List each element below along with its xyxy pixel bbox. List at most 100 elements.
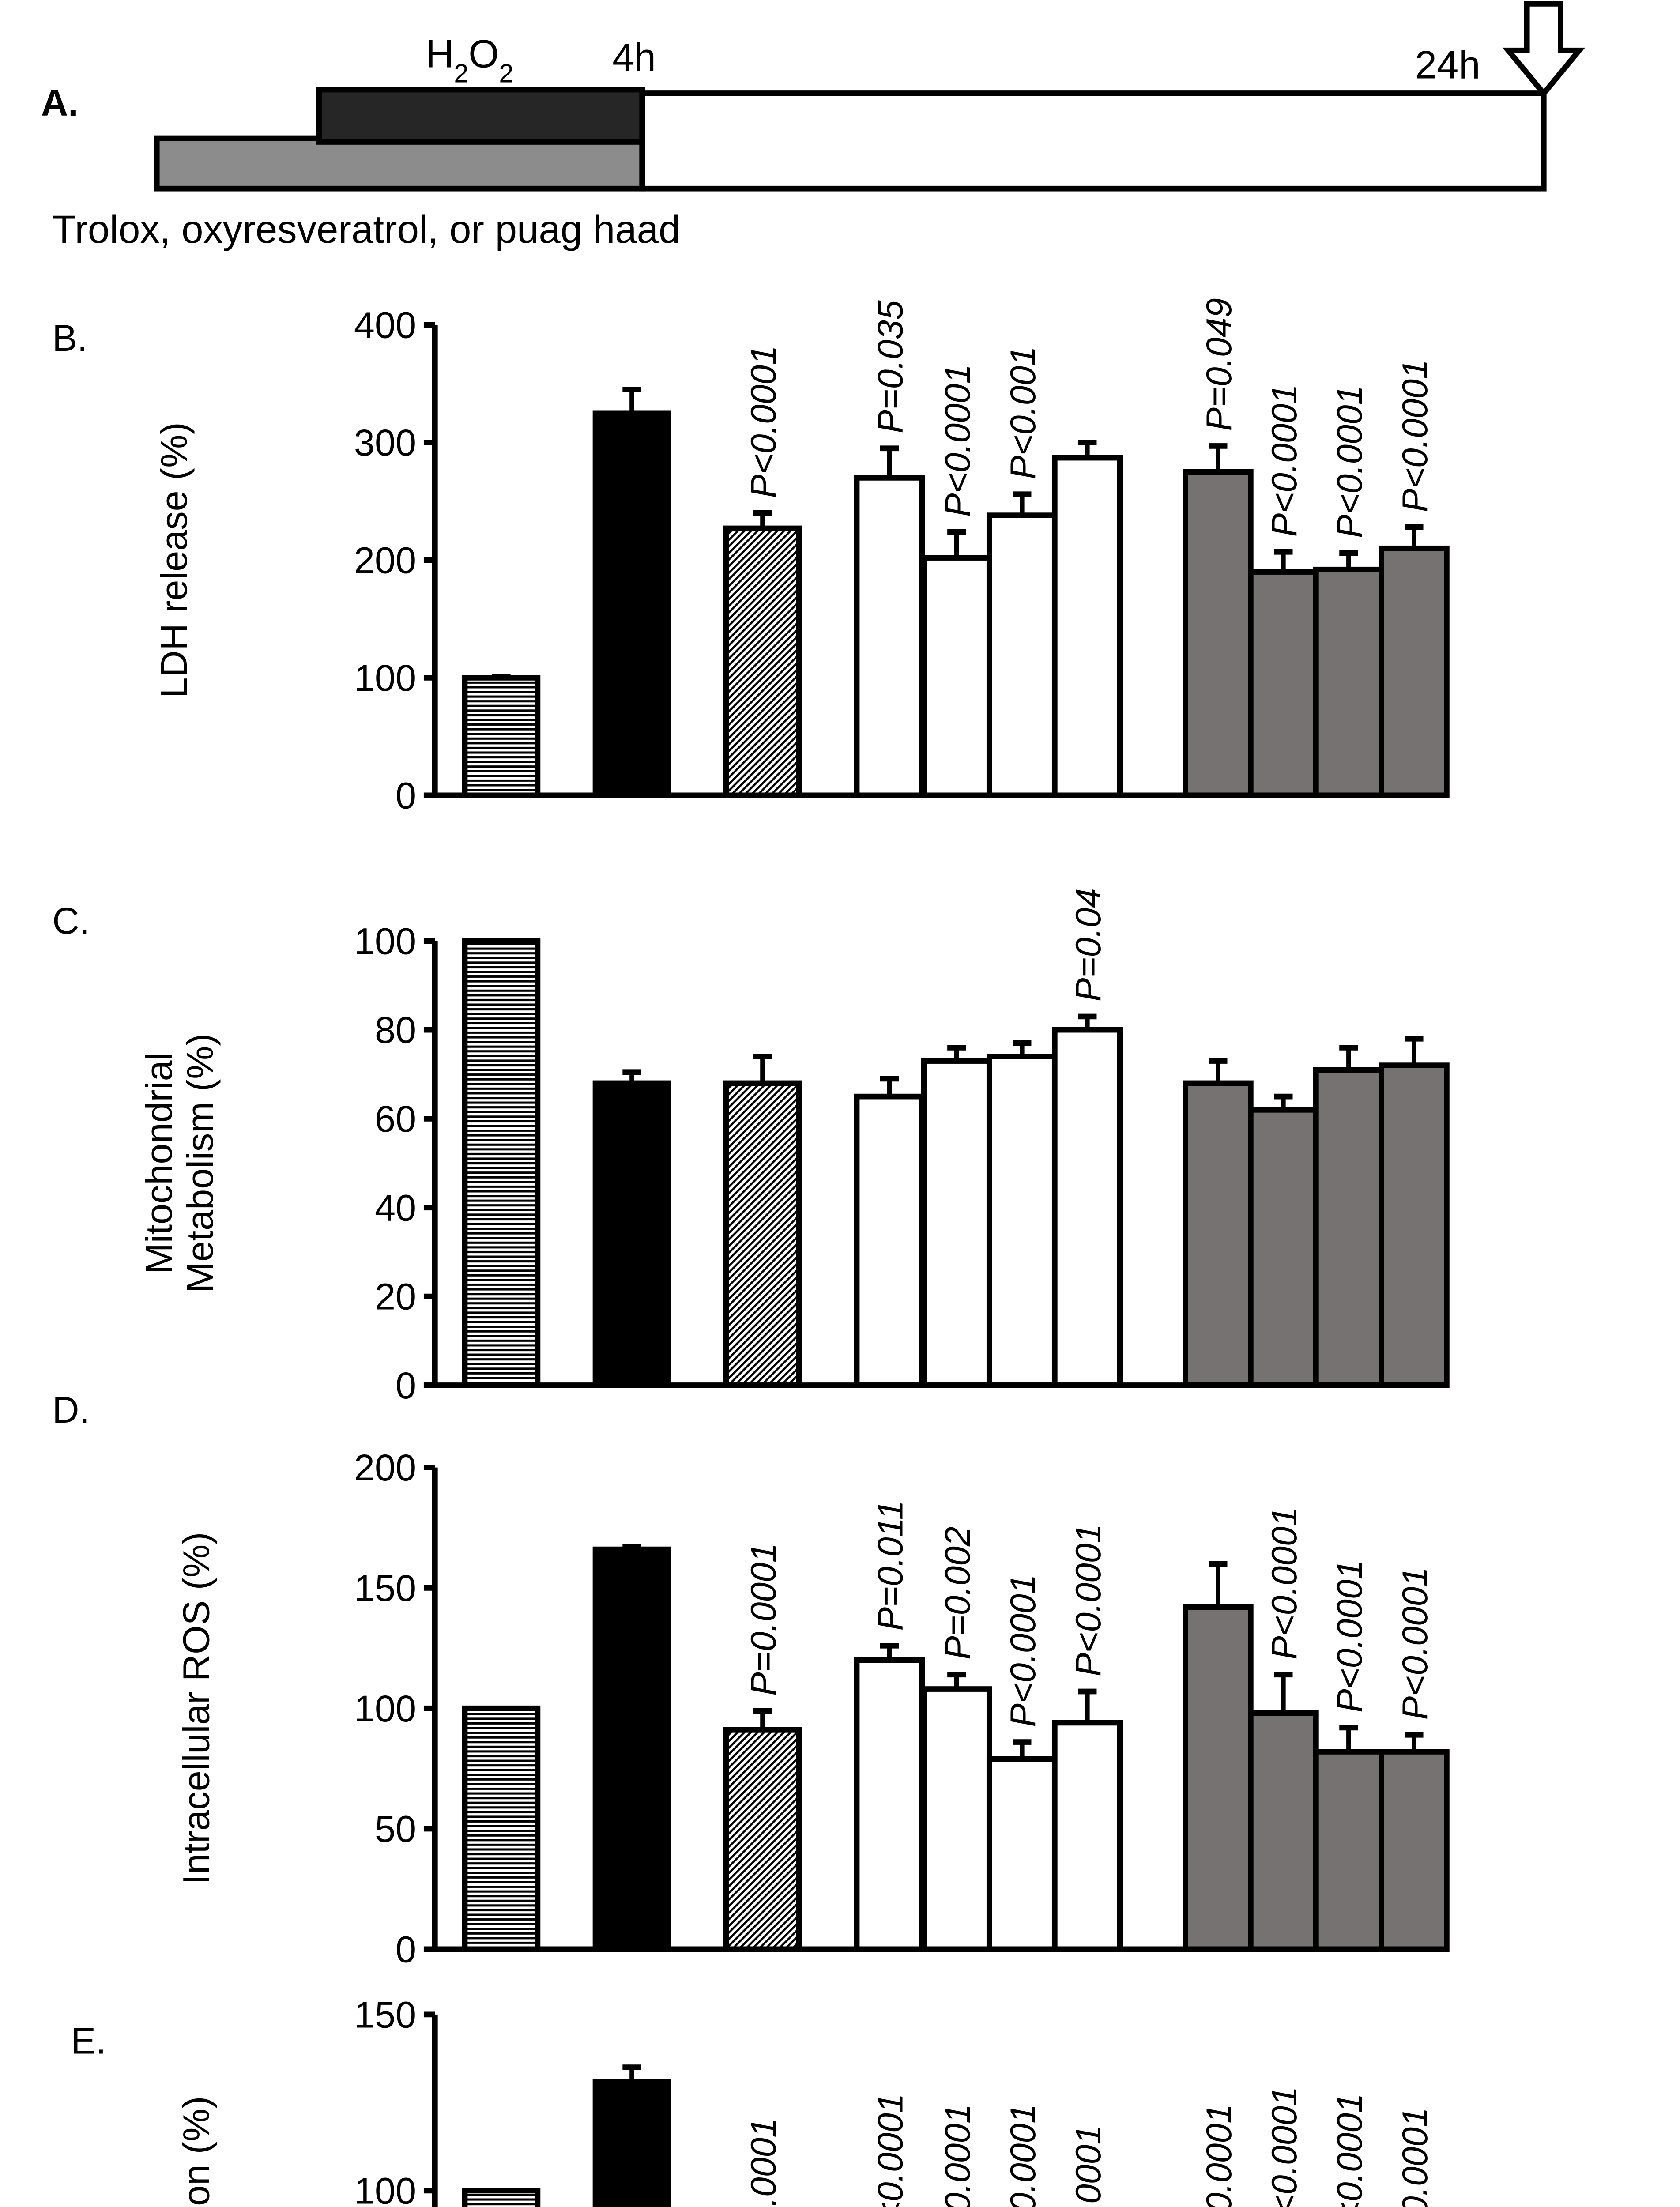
bar-oxyresveratrol: [921, 1686, 992, 1952]
panel-label: D.: [52, 1389, 90, 1431]
bar-puag_haad: [1313, 566, 1384, 798]
bar-oxyresveratrol: [1051, 1720, 1123, 1952]
bar-puag_haad: [1313, 1749, 1384, 1952]
p-value-label: P<0.0001: [1265, 384, 1304, 537]
p-value-label: P<0.001: [1003, 346, 1043, 479]
y-tick-label: 100: [354, 2169, 416, 2207]
p-value-label: P<0.0001: [744, 2118, 783, 2207]
chart-panel-e: E.Lipid Peroxidation (%)050100150P<0.000…: [71, 1993, 1435, 2207]
bar-oxyresveratrol: [1051, 455, 1123, 798]
h2o2-label: H2O2: [426, 32, 513, 88]
p-value-label: P<0.0001: [1395, 1567, 1435, 1720]
p-value-label: P<0.0001: [744, 345, 783, 498]
y-tick-label: 400: [354, 304, 416, 346]
y-tick-label: 0: [396, 1364, 416, 1406]
bar-oxyresveratrol: [1051, 1027, 1123, 1388]
p-value-label: P<0.0001: [938, 2104, 978, 2207]
p-value-label: P<0.0001: [1003, 2104, 1043, 2207]
bar-oxyresveratrol: [986, 1756, 1058, 1952]
p-value-label: P=0.04: [1069, 888, 1108, 1002]
bar-puag_haad: [1379, 1749, 1450, 1952]
p-value-label: P=0.011: [871, 1500, 911, 1631]
bar-oxyresveratrol: [854, 1657, 925, 1952]
panel-a-timeline: A. H2O2 4h 24h Trolox, oxyresveratrol, o…: [41, 1, 1586, 251]
p-value-label: P<0.0001: [1330, 1560, 1370, 1713]
bar-h2o2: [592, 410, 671, 798]
bar-puag_haad: [1248, 1710, 1319, 1952]
y-axis-label: LDH release (%): [153, 422, 195, 698]
bar-puag_haad: [1379, 1062, 1450, 1388]
panel-label: E.: [71, 2020, 106, 2062]
y-tick-label: 50: [375, 1808, 416, 1850]
y-tick-label: 200: [354, 1446, 416, 1488]
bar-puag_haad: [1248, 1107, 1319, 1388]
bar-control: [462, 938, 541, 1388]
p-value-label: P<0.0001: [1395, 359, 1435, 512]
chart-panel-d: D. Intracellular ROS (%) 0 50 100 150 200 P=0.0…: [52, 1389, 1450, 1970]
time-4h-label: 4h: [612, 36, 656, 79]
bar-oxyresveratrol: [921, 1058, 992, 1388]
h2o2-block: [316, 87, 645, 145]
p-value-label: P<0.0001: [938, 364, 978, 517]
p-value-label: P<0.0001: [1069, 1524, 1108, 1676]
bar-h2o2: [592, 1546, 671, 1952]
bar-control: [462, 1705, 541, 1952]
p-value-label: P<0.0001: [1265, 2086, 1304, 2207]
y-axis-label: Intracellular ROS (%): [175, 1532, 217, 1885]
y-axis-label: Metabolism (%): [179, 1033, 221, 1293]
y-tick-label: 100: [354, 920, 416, 962]
y-tick-label: 60: [375, 1098, 416, 1140]
bar-trolox: [723, 1727, 802, 1952]
p-value-label: P<0.0001: [1069, 2125, 1108, 2207]
p-value-label: P<0.0001: [1265, 1507, 1304, 1660]
bar-puag_haad: [1183, 469, 1254, 798]
bar-trolox: [723, 525, 802, 798]
chart-panel-b: B. LDH release (%) 0 100 200 300 400 P<0.0001 P=…: [52, 298, 1450, 816]
p-value-label: P<0.0001: [1330, 2093, 1370, 2207]
y-tick-label: 300: [354, 422, 416, 463]
p-value-label: P=0.0001: [744, 1543, 783, 1696]
bar-puag_haad: [1183, 1604, 1254, 1952]
y-tick-label: 150: [354, 1567, 416, 1609]
pretreatment-block: [154, 135, 645, 192]
bar-puag_haad: [1248, 569, 1319, 798]
pretreatment-caption: Trolox, oxyresveratrol, or puag haad: [52, 207, 680, 251]
bar-oxyresveratrol: [986, 512, 1058, 798]
p-value-label: P=0.002: [938, 1526, 978, 1660]
y-tick-label: 80: [375, 1009, 416, 1051]
y-tick-label: 100: [354, 657, 416, 699]
bar-puag_haad: [1183, 1080, 1254, 1388]
bar-trolox: [723, 1080, 802, 1388]
bar-oxyresveratrol: [854, 1093, 925, 1388]
panel-a-label: A.: [41, 82, 79, 124]
bar-h2o2: [592, 2079, 671, 2207]
bar-control: [462, 2188, 541, 2207]
p-value-label: P=0.049: [1199, 298, 1239, 431]
y-tick-label: 0: [396, 774, 416, 816]
harvest-arrow-icon: [1502, 1, 1586, 98]
y-tick-label: 100: [354, 1687, 416, 1729]
bar-h2o2: [592, 1080, 671, 1388]
y-tick-label: 150: [354, 1993, 416, 2035]
bar-oxyresveratrol: [854, 475, 925, 798]
p-value-label: P<0.0001: [1330, 385, 1370, 538]
p-value-label: P<0.0001: [1003, 1574, 1043, 1727]
y-tick-label: 20: [375, 1276, 416, 1318]
p-value-label: P<0.0001: [1199, 2104, 1239, 2207]
bar-oxyresveratrol: [921, 555, 992, 798]
bar-control: [462, 675, 541, 798]
time-24h-label: 24h: [1415, 43, 1480, 87]
panel-label: C.: [52, 900, 90, 942]
p-value-label: P<0.0001: [1395, 2107, 1435, 2207]
y-axis-label: Lipid Peroxidation (%): [175, 2096, 217, 2207]
bar-puag_haad: [1379, 545, 1450, 798]
p-value-label: P<0.0001: [871, 2093, 911, 2207]
p-value-label: P=0.035: [871, 300, 911, 433]
bar-oxyresveratrol: [986, 1054, 1058, 1388]
y-tick-label: 200: [354, 539, 416, 581]
y-tick-label: 40: [375, 1186, 416, 1228]
panel-label: B.: [52, 317, 87, 359]
